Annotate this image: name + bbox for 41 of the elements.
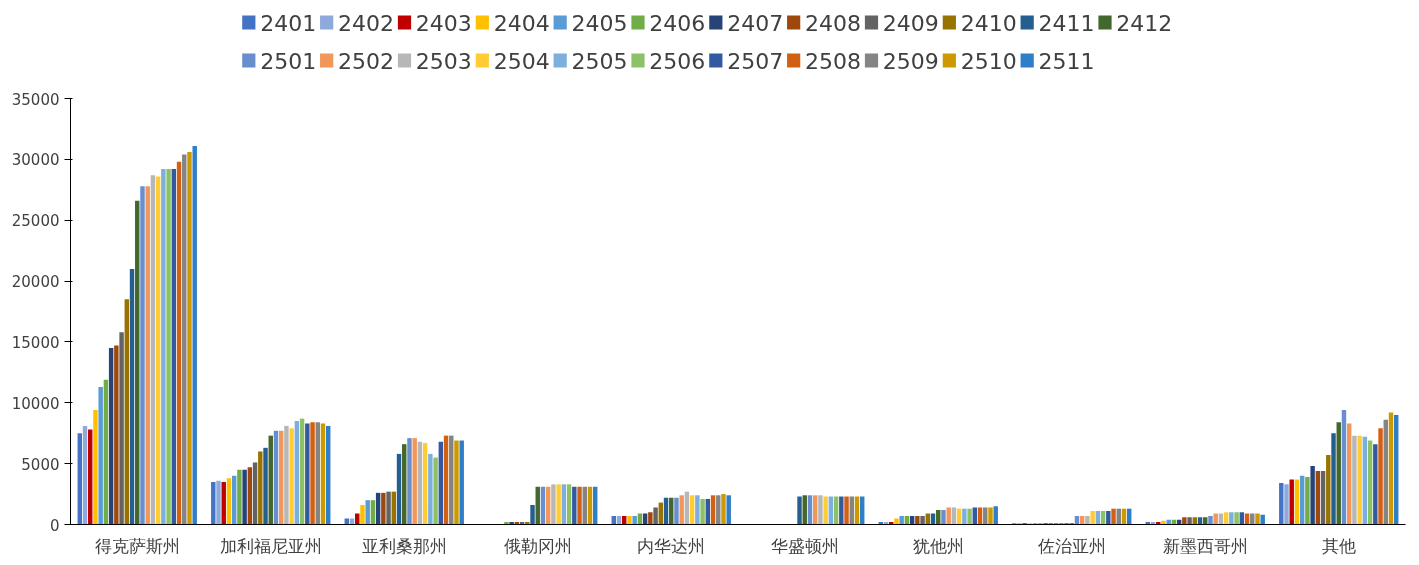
x-tick-label: 新墨西哥州 — [1162, 535, 1248, 556]
legend-label: 2405 — [571, 10, 628, 36]
legend-label: 2408 — [804, 10, 861, 36]
y-tick-label: 25000 — [11, 212, 60, 231]
x-tick-label: 华盛顿州 — [770, 535, 839, 556]
legend-label: 2412 — [1116, 10, 1173, 36]
legend-label: 2410 — [960, 10, 1017, 36]
y-tick-label: 20000 — [11, 273, 60, 292]
x-tick-label: 亚利桑那州 — [361, 535, 447, 556]
legend-label: 2407 — [727, 10, 784, 36]
y-tick-label: 10000 — [11, 394, 60, 413]
legend-label: 2411 — [1038, 10, 1095, 36]
legend-label: 2402 — [337, 10, 394, 36]
y-tick-label: 0 — [49, 516, 60, 535]
legend-label: 2502 — [337, 48, 394, 74]
legend-label: 2403 — [415, 10, 472, 36]
legend-label: 2501 — [260, 48, 317, 74]
legend-label: 2511 — [1038, 48, 1095, 74]
y-tick-label: 30000 — [11, 151, 60, 170]
x-tick-label: 加利福尼亚州 — [219, 535, 322, 556]
legend-label: 2507 — [727, 48, 784, 74]
legend-label: 2409 — [882, 10, 939, 36]
x-tick-label: 犹他州 — [912, 535, 964, 556]
y-tick-label: 5000 — [21, 455, 60, 474]
x-tick-label: 得克萨斯州 — [94, 535, 180, 556]
legend-label: 2509 — [882, 48, 939, 74]
legend-label: 2508 — [804, 48, 861, 74]
legend-label: 2406 — [649, 10, 706, 36]
legend-label: 2505 — [571, 48, 628, 74]
y-tick-label: 35000 — [11, 90, 60, 109]
y-tick-label: 15000 — [11, 333, 60, 352]
legend-label: 2510 — [960, 48, 1017, 74]
legend-label: 2504 — [493, 48, 550, 74]
legend-label: 2404 — [493, 10, 550, 36]
x-tick-label: 其他 — [1321, 535, 1356, 556]
x-tick-label: 佐治亚州 — [1037, 535, 1106, 556]
x-tick-label: 俄勒冈州 — [503, 535, 572, 556]
legend-label: 2506 — [649, 48, 706, 74]
legend-label: 2401 — [260, 10, 317, 36]
legend-label: 2503 — [415, 48, 472, 74]
x-tick-label: 内华达州 — [637, 535, 706, 556]
